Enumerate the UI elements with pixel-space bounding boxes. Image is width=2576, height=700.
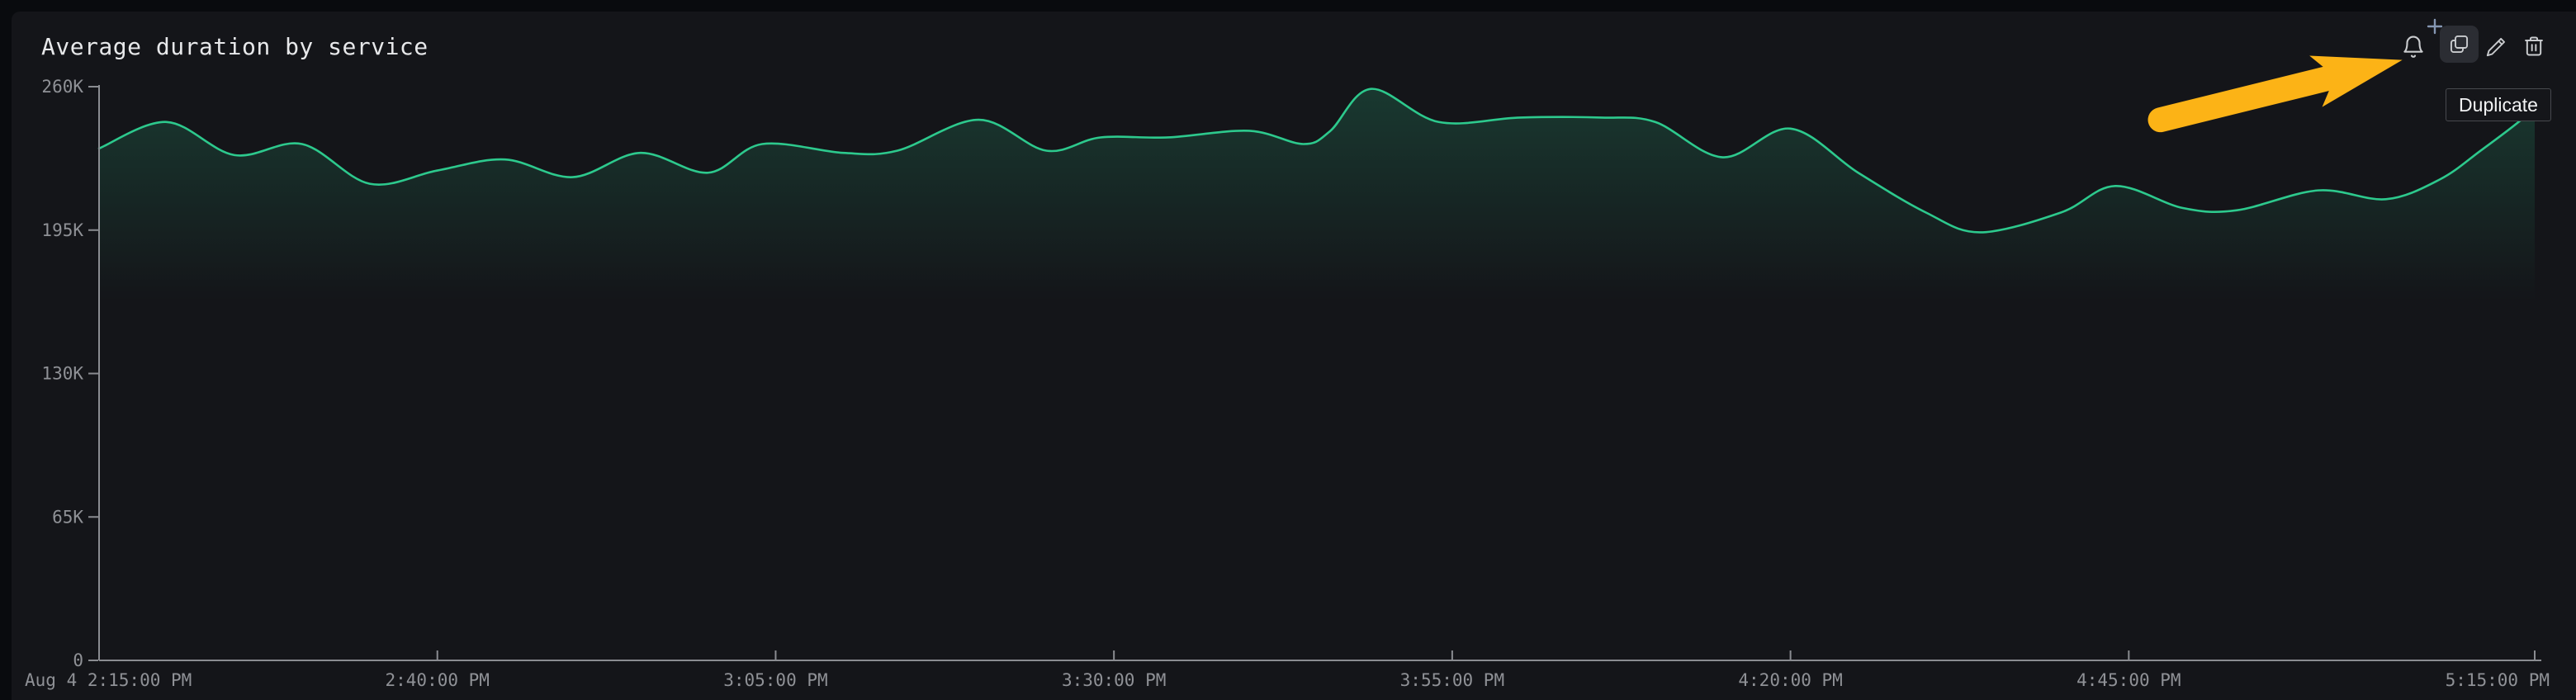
- x-axis-tick-label: 4:20:00 PM: [1738, 670, 1842, 690]
- y-axis-tick-label: 0: [73, 650, 83, 670]
- plus-icon: [2426, 17, 2444, 35]
- trash-icon: [2525, 36, 2543, 56]
- x-axis-tick-label: 3:30:00 PM: [1062, 670, 1166, 690]
- y-axis-tick-label: 260K: [41, 77, 83, 97]
- x-axis-tick-label: Aug 4 2:15:00 PM: [25, 670, 192, 690]
- duplicate-icon: [2450, 35, 2469, 54]
- edit-button[interactable]: [2482, 31, 2510, 61]
- x-axis-tick-label: 2:40:00 PM: [386, 670, 490, 690]
- tooltip-duplicate: Duplicate: [2446, 88, 2551, 121]
- x-axis-tick-label: 5:15:00 PM: [2446, 670, 2550, 690]
- delete-button[interactable]: [2519, 31, 2549, 62]
- x-axis-tick-label: 3:05:00 PM: [723, 670, 827, 690]
- bell-icon: [2403, 35, 2423, 58]
- series-line: [97, 88, 2536, 234]
- create-monitor-button[interactable]: [2398, 31, 2429, 63]
- y-axis-tick-label: 130K: [41, 364, 83, 384]
- duplicate-button[interactable]: [2440, 26, 2479, 63]
- series-area: [99, 88, 2535, 661]
- pencil-icon: [2486, 37, 2505, 56]
- x-axis-tick-label: 4:45:00 PM: [2076, 670, 2181, 690]
- x-axis-tick-label: 3:55:00 PM: [1400, 670, 1504, 690]
- y-axis-tick-label: 65K: [52, 507, 83, 527]
- y-axis-tick-label: 195K: [41, 220, 83, 240]
- page-title: Average duration by service: [41, 33, 429, 60]
